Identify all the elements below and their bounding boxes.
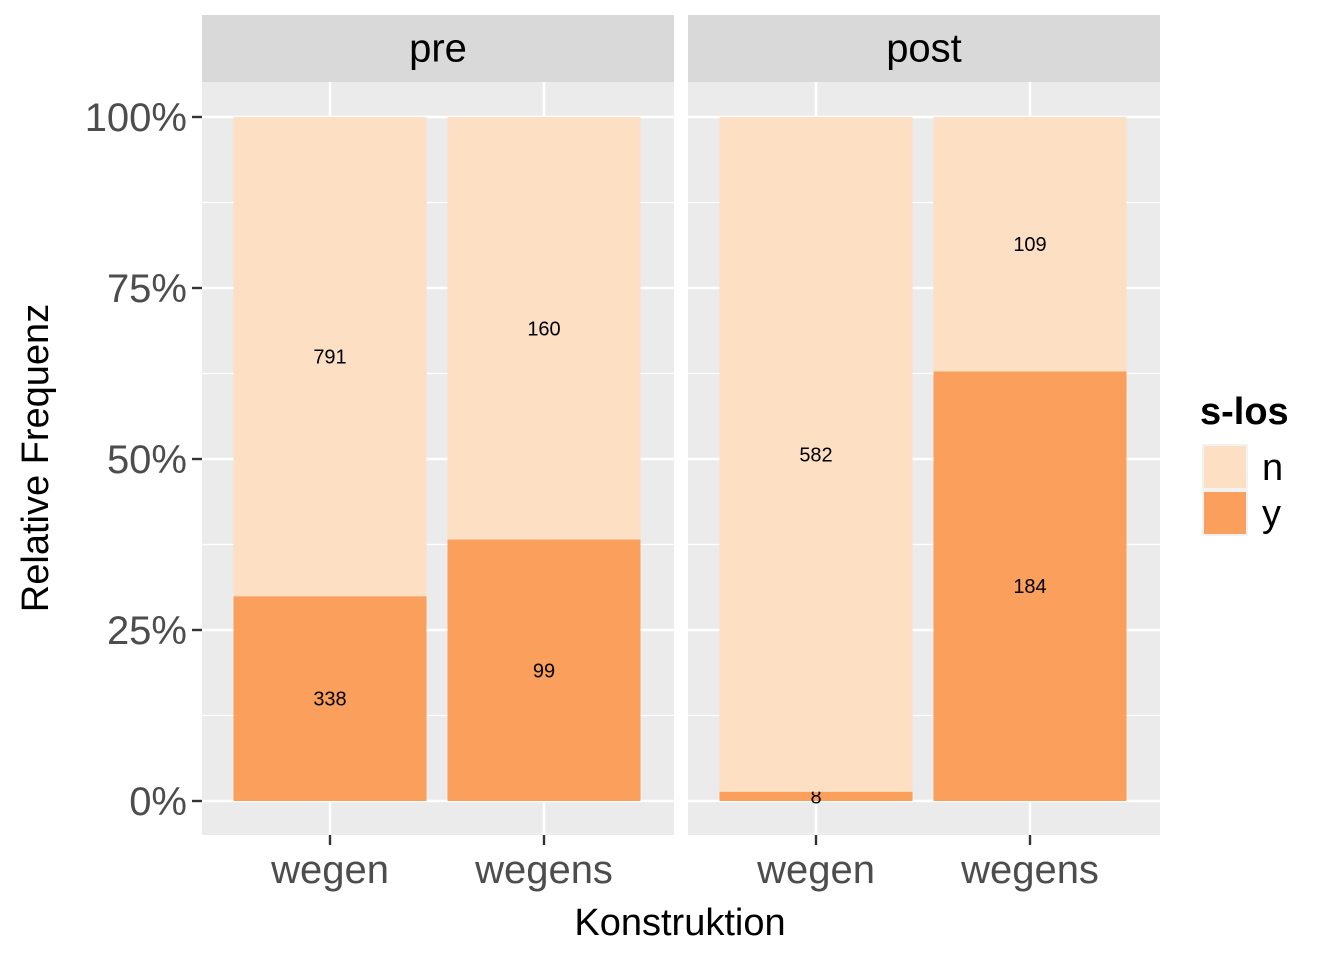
facet-panels: pre 338 791 wegen 99 160 wegens post 8 582 wegen 18… (202, 15, 1160, 892)
facet-panel-post: post 8 582 wegen 184 109 wegens (688, 15, 1160, 892)
legend-label: y (1262, 493, 1281, 535)
bar-post-wegen-y (719, 791, 913, 801)
legend-key-y (1204, 492, 1246, 534)
bar-post-wegens-n (933, 117, 1127, 372)
data-label: 160 (527, 318, 560, 340)
bar-pre-wegen-y (233, 596, 427, 801)
legend-label: n (1262, 447, 1283, 489)
bar-post-wegens-y (933, 371, 1127, 801)
legend-key-n (1204, 446, 1246, 488)
x-tick-label: wegens (474, 848, 613, 892)
facet-panel-pre: pre 338 791 wegen 99 160 wegens (202, 15, 674, 892)
x-axis-title: Konstruktion (574, 902, 785, 944)
data-label: 582 (799, 444, 832, 466)
data-label: 109 (1013, 234, 1046, 256)
data-label: 791 (313, 347, 346, 369)
facet-strip-label: post (886, 27, 962, 71)
data-label: 99 (533, 660, 555, 682)
x-tick-label: wegens (960, 848, 1099, 892)
x-tick-label: wegen (756, 848, 875, 892)
y-axis-title: Relative Frequenz (15, 304, 57, 612)
legend: s-los ny (1200, 391, 1289, 536)
y-tick-label: 75% (107, 267, 187, 311)
y-tick-label: 50% (107, 438, 187, 482)
y-tick-label: 0% (129, 780, 187, 824)
bar-pre-wegen-n (233, 117, 427, 597)
data-label: 184 (1013, 576, 1046, 598)
data-label: 338 (313, 689, 346, 711)
facet-strip-label: pre (409, 27, 467, 71)
bar-post-wegen-n (719, 117, 913, 792)
y-axis: 0% 25% 50% 75% 100% (85, 96, 202, 824)
facet-strip (688, 15, 1160, 82)
facet-strip (202, 15, 674, 82)
legend-title: s-los (1200, 391, 1289, 433)
bar-pre-wegens-n (447, 117, 641, 540)
x-tick-label: wegen (270, 848, 389, 892)
bar-pre-wegens-y (447, 539, 641, 801)
data-label: 8 (810, 786, 821, 808)
y-tick-label: 25% (107, 609, 187, 653)
y-tick-label: 100% (85, 96, 187, 140)
